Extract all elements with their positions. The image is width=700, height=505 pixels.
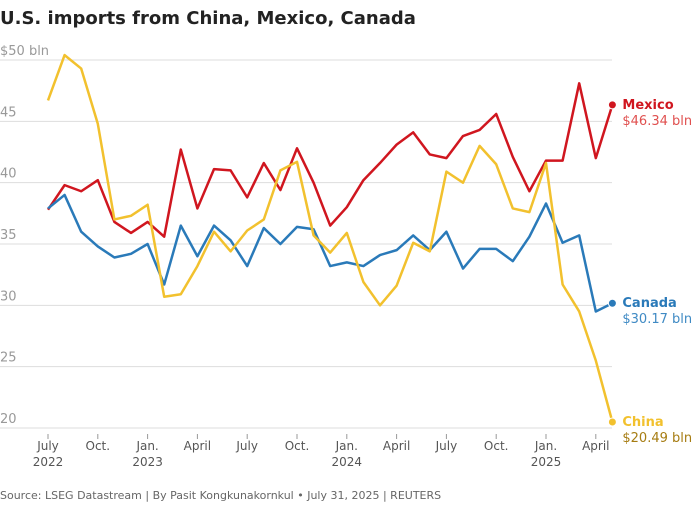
series-line — [46, 53, 614, 423]
series-line — [46, 82, 614, 238]
x-tick-label: Oct. — [86, 439, 111, 453]
legend-label: Canada — [622, 296, 676, 311]
end-point — [607, 417, 617, 427]
x-tick-label-line: 2024 — [332, 455, 363, 469]
x-tick-label-line: 2025 — [531, 455, 562, 469]
y-tick-label: $50 bln — [0, 44, 49, 59]
x-tick-label-line: July — [435, 439, 458, 453]
end-point — [607, 298, 617, 308]
chart-title: U.S. imports from China, Mexico, Canada — [0, 8, 416, 29]
x-tick-label: Jan. 2025 — [531, 439, 562, 469]
value-label: $20.49 bln — [622, 431, 692, 446]
value-label: $46.34 bln — [622, 114, 692, 129]
legend-label: China — [622, 415, 663, 430]
legend-label: Mexico — [622, 98, 673, 113]
x-tick-label-line: July — [36, 439, 59, 453]
x-tick-label-line: Oct. — [484, 439, 509, 453]
x-tick-label: July — [435, 439, 458, 453]
x-tick-label: July 2022 — [33, 439, 64, 469]
x-tick-label: July — [235, 439, 258, 453]
y-tick-label: 45 — [0, 105, 17, 120]
x-tick-label-line: 2023 — [132, 455, 163, 469]
x-tick-label: April — [184, 439, 211, 453]
x-tick-label: Oct. — [285, 439, 310, 453]
y-tick-label: 40 — [0, 167, 17, 182]
x-tick-label-line: April — [184, 439, 211, 453]
end-point — [607, 100, 617, 110]
x-tick-label-line: Jan. — [135, 439, 158, 453]
x-tick-label: Jan. 2024 — [332, 439, 363, 469]
x-tick-label-line: 2022 — [33, 455, 64, 469]
series-line — [47, 193, 613, 313]
y-tick-label: 30 — [0, 289, 17, 304]
x-tick-label-line: Oct. — [86, 439, 111, 453]
x-tick-label: April — [582, 439, 609, 453]
x-tick-label: Jan. 2023 — [132, 439, 163, 469]
x-tick-label-line: Jan. — [335, 439, 358, 453]
y-tick-label: 35 — [0, 228, 17, 243]
value-label: $30.17 bln — [622, 312, 692, 327]
x-tick-label-line: April — [383, 439, 410, 453]
x-tick-label-line: Oct. — [285, 439, 310, 453]
x-tick-label-line: April — [582, 439, 609, 453]
x-tick-label-line: Jan. — [534, 439, 557, 453]
y-tick-label: 25 — [0, 351, 17, 366]
x-tick-label: Oct. — [484, 439, 509, 453]
x-tick-label-line: July — [235, 439, 258, 453]
y-tick-label: 20 — [0, 412, 17, 427]
source: Source: LSEG Datastream | By Pasit Kongk… — [0, 489, 441, 502]
x-tick-label: April — [383, 439, 410, 453]
